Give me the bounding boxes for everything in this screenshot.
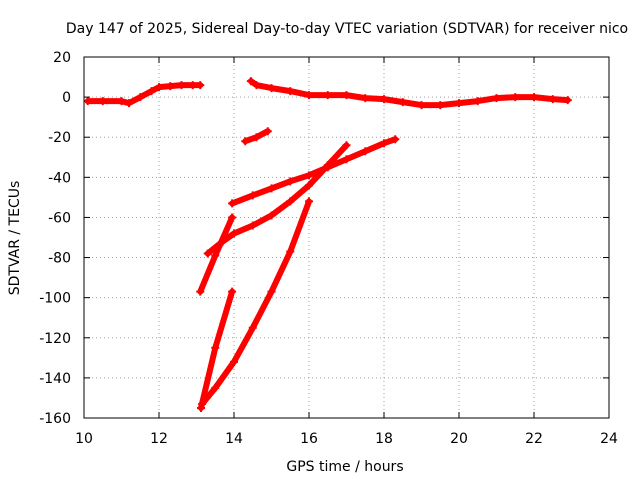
data-point-marker bbox=[155, 83, 163, 92]
grid bbox=[84, 57, 609, 418]
data-point-marker bbox=[136, 93, 145, 102]
x-tick-label: 20 bbox=[450, 431, 468, 447]
data-point-marker bbox=[380, 139, 388, 148]
data-series bbox=[83, 77, 572, 412]
data-point-marker bbox=[203, 249, 212, 258]
data-point-marker bbox=[252, 81, 261, 90]
data-point-marker bbox=[563, 96, 572, 105]
data-point-marker bbox=[196, 81, 205, 90]
data-point-marker bbox=[263, 127, 272, 136]
data-point-marker bbox=[305, 181, 313, 190]
data-point-marker bbox=[228, 287, 237, 296]
series-group bbox=[196, 213, 237, 296]
data-point-marker bbox=[473, 97, 482, 106]
series-group bbox=[197, 287, 237, 412]
data-point-marker bbox=[117, 97, 126, 106]
data-point-marker bbox=[286, 197, 295, 206]
data-point-marker bbox=[211, 343, 220, 352]
data-point-marker bbox=[166, 82, 175, 91]
x-tick-label: 12 bbox=[150, 431, 168, 447]
data-point-marker bbox=[511, 93, 520, 102]
data-point-marker bbox=[548, 95, 557, 104]
data-point-marker bbox=[530, 93, 538, 102]
data-point-marker bbox=[323, 91, 332, 100]
data-point-marker bbox=[286, 177, 295, 186]
data-point-marker bbox=[196, 287, 205, 296]
data-point-marker bbox=[228, 199, 237, 208]
data-point-marker bbox=[267, 184, 276, 193]
y-axis-label: SDTVAR / TECUs bbox=[7, 181, 23, 296]
x-tick-label: 22 bbox=[525, 431, 543, 447]
data-point-marker bbox=[252, 133, 261, 142]
data-point-marker bbox=[248, 323, 257, 332]
data-point-marker bbox=[361, 94, 370, 103]
data-point-marker bbox=[188, 81, 197, 90]
data-point-marker bbox=[241, 137, 250, 146]
data-point-marker bbox=[211, 383, 220, 392]
series-group bbox=[83, 81, 205, 108]
data-point-marker bbox=[125, 99, 133, 108]
x-tick-label: 24 bbox=[600, 431, 618, 447]
data-point-marker bbox=[98, 97, 107, 106]
data-point-marker bbox=[305, 171, 313, 180]
data-point-marker bbox=[267, 287, 276, 296]
data-point-marker bbox=[228, 213, 237, 222]
y-tick-label: -100 bbox=[39, 291, 71, 307]
data-point-marker bbox=[246, 77, 255, 86]
x-tick-label: 10 bbox=[75, 431, 93, 447]
plot-border bbox=[83, 56, 610, 419]
chart-title: Day 147 of 2025, Sidereal Day-to-day VTE… bbox=[66, 21, 628, 37]
y-tick-label: -60 bbox=[48, 210, 71, 226]
data-point-marker bbox=[230, 357, 238, 366]
y-tick-label: -20 bbox=[48, 130, 71, 146]
series-group bbox=[241, 127, 272, 146]
data-point-marker bbox=[398, 98, 407, 107]
data-point-marker bbox=[417, 101, 426, 110]
data-point-marker bbox=[230, 229, 238, 238]
y-tick-label: -40 bbox=[48, 170, 71, 186]
x-axis-label: GPS time / hours bbox=[286, 459, 403, 475]
series-group bbox=[198, 197, 313, 408]
y-tick-label: 0 bbox=[62, 90, 71, 106]
x-tick-label: 18 bbox=[375, 431, 393, 447]
data-point-marker bbox=[248, 191, 257, 200]
data-point-marker bbox=[83, 97, 92, 106]
data-point-marker bbox=[248, 221, 257, 230]
data-point-marker bbox=[492, 94, 501, 103]
y-tick-label: -120 bbox=[39, 331, 71, 347]
data-point-marker bbox=[198, 399, 207, 408]
data-point-marker bbox=[286, 247, 295, 256]
data-point-marker bbox=[211, 251, 220, 260]
data-point-marker bbox=[361, 147, 370, 156]
data-point-marker bbox=[380, 95, 388, 104]
x-tick-label: 14 bbox=[225, 431, 243, 447]
y-tick-label: -160 bbox=[39, 411, 71, 427]
data-point-marker bbox=[323, 161, 332, 170]
data-point-marker bbox=[305, 197, 313, 206]
x-tick-label: 16 bbox=[300, 431, 318, 447]
series-group bbox=[246, 77, 572, 110]
data-point-marker bbox=[267, 84, 276, 93]
data-point-marker bbox=[267, 211, 276, 220]
y-tick-label: -80 bbox=[48, 251, 71, 267]
data-point-marker bbox=[436, 101, 445, 110]
data-point-marker bbox=[147, 87, 156, 96]
data-point-marker bbox=[342, 141, 351, 150]
axis-ticks bbox=[83, 56, 610, 419]
x-tick-labels: 10 12 14 16 18 20 22 24 bbox=[75, 431, 618, 447]
data-point-marker bbox=[305, 91, 313, 100]
data-point-marker bbox=[391, 135, 400, 144]
data-point-marker bbox=[342, 155, 351, 164]
y-tick-label: 20 bbox=[53, 50, 71, 66]
data-point-marker bbox=[342, 91, 351, 100]
data-point-marker bbox=[177, 81, 186, 90]
y-tick-label: -140 bbox=[39, 371, 71, 387]
y-tick-labels: -160 -140 -120 -100 -80 -60 -40 -20 0 20 bbox=[39, 50, 71, 427]
data-point-marker bbox=[455, 99, 463, 108]
data-point-marker bbox=[286, 87, 295, 96]
